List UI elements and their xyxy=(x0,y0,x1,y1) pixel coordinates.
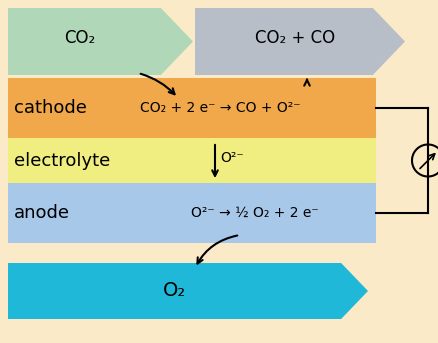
Text: cathode: cathode xyxy=(14,99,87,117)
Bar xyxy=(8,138,375,183)
Text: CO₂ + 2 e⁻ → CO + O²⁻: CO₂ + 2 e⁻ → CO + O²⁻ xyxy=(139,101,300,115)
Polygon shape xyxy=(194,8,404,75)
Text: anode: anode xyxy=(14,204,70,222)
Text: O²⁻ → ½ O₂ + 2 e⁻: O²⁻ → ½ O₂ + 2 e⁻ xyxy=(191,206,318,220)
Bar xyxy=(8,183,375,243)
Polygon shape xyxy=(8,8,193,75)
Text: CO₂ + CO: CO₂ + CO xyxy=(254,29,334,47)
Text: O²⁻: O²⁻ xyxy=(219,152,243,166)
Bar xyxy=(8,78,375,138)
Text: electrolyte: electrolyte xyxy=(14,152,110,169)
Text: O₂: O₂ xyxy=(163,282,186,300)
Polygon shape xyxy=(8,263,367,319)
Text: CO₂: CO₂ xyxy=(64,29,95,47)
